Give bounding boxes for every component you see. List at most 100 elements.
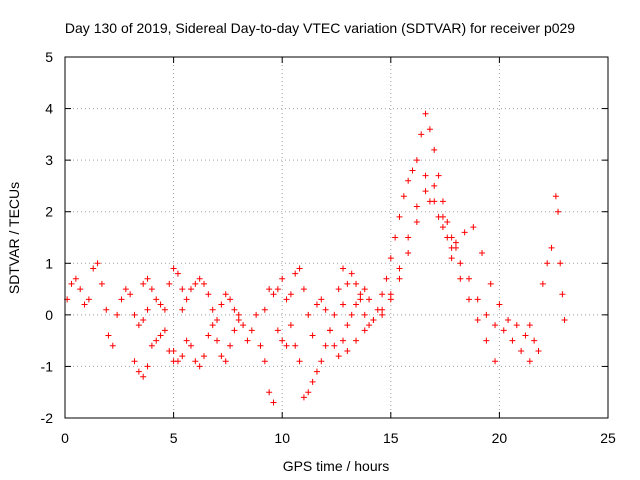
data-point	[205, 291, 212, 298]
series-track-a	[64, 260, 110, 313]
data-point	[439, 198, 446, 205]
data-point	[231, 327, 238, 334]
data-point	[422, 172, 429, 179]
data-point	[348, 311, 355, 318]
data-point	[68, 280, 75, 287]
data-point	[77, 286, 84, 293]
data-point	[261, 306, 268, 313]
data-point	[90, 265, 97, 272]
data-point	[457, 275, 464, 282]
data-point	[361, 286, 368, 293]
data-point	[279, 275, 286, 282]
grid	[65, 57, 608, 418]
data-point	[413, 219, 420, 226]
data-point	[431, 146, 438, 153]
data-point	[509, 337, 516, 344]
data-point	[179, 286, 186, 293]
y-tick-label: -2	[41, 410, 54, 426]
data-point	[452, 239, 459, 246]
data-point	[426, 126, 433, 133]
data-point	[305, 311, 312, 318]
data-point	[135, 368, 142, 375]
data-point	[422, 188, 429, 195]
data-point	[426, 198, 433, 205]
data-point	[148, 286, 155, 293]
data-point	[231, 306, 238, 313]
data-point	[296, 358, 303, 365]
data-point	[148, 342, 155, 349]
data-point	[283, 296, 290, 303]
data-point	[353, 337, 360, 344]
data-point	[109, 342, 116, 349]
data-point	[505, 317, 512, 324]
data-point	[274, 286, 281, 293]
data-point	[357, 296, 364, 303]
series-track-o	[526, 244, 555, 354]
data-point	[340, 265, 347, 272]
x-tick-label: 0	[61, 430, 69, 446]
data-point	[379, 306, 386, 313]
data-point	[114, 311, 121, 318]
data-point	[444, 219, 451, 226]
data-point	[209, 322, 216, 329]
data-point	[379, 311, 386, 318]
series-track-c	[131, 327, 177, 380]
data-points	[64, 110, 568, 406]
data-point	[326, 327, 333, 334]
data-point	[448, 255, 455, 262]
data-point	[418, 131, 425, 138]
chart-title: Day 130 of 2019, Sidereal Day-to-day VTE…	[65, 20, 575, 36]
data-point	[157, 301, 164, 308]
data-point	[492, 322, 499, 329]
plot-frame	[64, 56, 609, 419]
data-point	[192, 358, 199, 365]
y-tick-label: 3	[45, 152, 53, 168]
data-point	[405, 249, 412, 256]
data-point	[183, 296, 190, 303]
data-point	[422, 110, 429, 117]
data-point	[526, 322, 533, 329]
data-point	[366, 322, 373, 329]
data-point	[435, 213, 442, 220]
data-point	[140, 280, 147, 287]
data-point	[366, 296, 373, 303]
data-point	[396, 265, 403, 272]
data-point	[144, 306, 151, 313]
data-point	[283, 342, 290, 349]
series-track-p	[552, 193, 568, 324]
data-point	[535, 347, 542, 354]
data-point	[470, 224, 477, 231]
data-point	[379, 291, 386, 298]
data-point	[227, 342, 234, 349]
series-track-m	[379, 172, 533, 365]
data-point	[435, 172, 442, 179]
data-point	[274, 327, 281, 334]
data-point	[98, 280, 105, 287]
data-point	[287, 322, 294, 329]
data-point	[161, 327, 168, 334]
data-point	[559, 291, 566, 298]
data-point	[348, 270, 355, 277]
data-point	[266, 286, 273, 293]
data-point	[135, 322, 142, 329]
x-tick-label: 15	[383, 430, 399, 446]
y-tick-label: 5	[45, 49, 53, 65]
data-point	[483, 311, 490, 318]
data-point	[387, 255, 394, 262]
data-point	[461, 229, 468, 236]
data-point	[331, 311, 338, 318]
data-point	[296, 265, 303, 272]
data-point	[166, 280, 173, 287]
data-point	[244, 337, 251, 344]
data-point	[292, 342, 299, 349]
data-point	[257, 342, 264, 349]
data-point	[196, 363, 203, 370]
data-point	[300, 394, 307, 401]
series-track-l	[344, 188, 499, 365]
data-point	[357, 291, 364, 298]
data-point	[222, 358, 229, 365]
data-point	[309, 332, 316, 339]
data-point	[322, 342, 329, 349]
data-point	[413, 157, 420, 164]
